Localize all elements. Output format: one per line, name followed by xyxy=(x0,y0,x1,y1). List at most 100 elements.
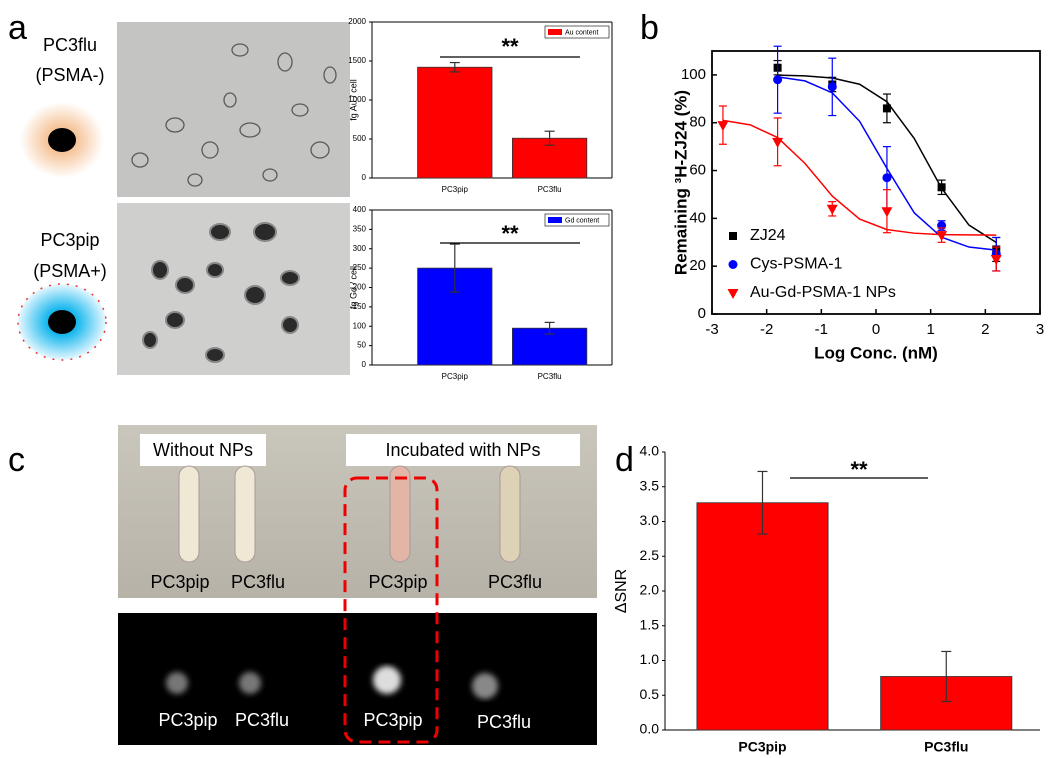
bar xyxy=(880,676,1013,731)
y-tick-label: 3.5 xyxy=(640,477,660,493)
x-tick-label: 2 xyxy=(981,321,989,338)
bar xyxy=(696,502,829,731)
y-axis-label: fg Gd / cell xyxy=(348,266,358,309)
y-tick-label: 50 xyxy=(357,341,366,350)
y-tick-label: 0 xyxy=(362,360,367,369)
mri-label: PC3pip xyxy=(158,710,217,730)
data-point xyxy=(717,121,729,132)
micrograph xyxy=(117,22,350,197)
legend-swatch xyxy=(548,217,562,223)
legend-label: Au-Gd-PSMA-1 NPs xyxy=(750,284,896,301)
x-tick-label: -2 xyxy=(760,321,773,338)
y-tick-label: 400 xyxy=(353,205,367,214)
y-tick-label: 0 xyxy=(362,173,367,182)
y-tick-label: 0.5 xyxy=(640,686,660,702)
bar xyxy=(417,66,493,179)
data-point xyxy=(826,204,838,215)
micrograph-cells xyxy=(142,222,300,363)
tube xyxy=(178,465,200,563)
x-tick-label: PC3pip xyxy=(442,372,469,381)
mri-label: PC3pip xyxy=(363,710,422,730)
data-point xyxy=(882,173,892,183)
data-point xyxy=(990,255,1002,266)
legend-label: ZJ24 xyxy=(750,227,786,244)
y-tick-label: 100 xyxy=(681,66,706,83)
plot-frame xyxy=(711,50,1041,315)
label-box xyxy=(140,434,266,466)
data-point xyxy=(937,183,946,192)
y-tick-label: 500 xyxy=(353,134,367,143)
x-tick-label: PC3pip xyxy=(738,739,786,755)
x-tick-label: 3 xyxy=(1036,321,1044,338)
data-point xyxy=(936,231,948,242)
highlight-box xyxy=(343,476,439,744)
y-tick-label: 60 xyxy=(689,162,706,179)
cell-name: PC3flu xyxy=(43,35,97,55)
y-tick-label: 0.0 xyxy=(640,721,660,737)
legend-label: Cys-PSMA-1 xyxy=(750,256,843,273)
y-tick-label: 150 xyxy=(353,302,367,311)
y-tick-label: 250 xyxy=(353,263,367,272)
y-tick-label: 200 xyxy=(353,283,367,292)
mri-image xyxy=(118,613,597,745)
tube-label: PC3pip xyxy=(368,572,427,592)
panel-label: a xyxy=(8,9,27,47)
tube-label: PC3flu xyxy=(231,572,285,592)
data-point xyxy=(773,75,783,85)
y-tick-label: 4.0 xyxy=(640,443,660,459)
y-tick-label: 350 xyxy=(353,224,367,233)
y-tick-label: 3.0 xyxy=(640,512,660,528)
x-tick-label: -3 xyxy=(705,321,718,338)
data-point xyxy=(827,82,837,92)
x-tick-label: -1 xyxy=(815,321,828,338)
legend-marker xyxy=(727,289,739,299)
cell-receptor: (PSMA-) xyxy=(36,65,105,85)
mri-spots xyxy=(166,666,498,699)
x-tick-label: PC3pip xyxy=(442,185,469,194)
y-tick-label: 40 xyxy=(689,209,706,226)
cell-name: PC3pip xyxy=(40,230,99,250)
cell-nucleus xyxy=(48,128,76,152)
panel-label: c xyxy=(8,441,25,479)
tube xyxy=(499,465,521,563)
y-tick-label: 1000 xyxy=(348,95,366,104)
data-point xyxy=(772,137,784,148)
y-tick-label: 1.0 xyxy=(640,651,660,667)
mri-label: PC3flu xyxy=(235,710,289,730)
tube xyxy=(389,465,411,563)
micrograph xyxy=(117,203,350,375)
legend-swatch xyxy=(548,29,562,35)
tube-label: PC3pip xyxy=(150,572,209,592)
y-tick-label: 2000 xyxy=(348,17,366,26)
panel-label: d xyxy=(615,441,634,479)
y-tick-label: 1.5 xyxy=(640,616,660,632)
cell-receptor: (PSMA+) xyxy=(33,261,107,281)
y-axis-label: ΔSNR xyxy=(613,569,630,613)
significance-label: ** xyxy=(501,221,519,246)
y-tick-label: 300 xyxy=(353,244,367,253)
legend-label: Au content xyxy=(565,29,599,36)
significance-label: ** xyxy=(501,34,519,59)
x-tick-label: PC3flu xyxy=(924,739,968,755)
tube-label: PC3flu xyxy=(488,572,542,592)
x-tick-label: PC3flu xyxy=(538,185,562,194)
y-tick-label: 2.0 xyxy=(640,582,660,598)
y-tick-label: 2.5 xyxy=(640,547,660,563)
x-tick-label: 0 xyxy=(872,321,880,338)
data-point xyxy=(882,104,891,113)
y-tick-label: 100 xyxy=(353,321,367,330)
x-axis-label: Log Conc. (nM) xyxy=(814,343,938,362)
x-tick-label: PC3flu xyxy=(538,372,562,381)
legend-marker xyxy=(728,260,738,269)
fit-curve xyxy=(722,119,997,236)
legend-marker xyxy=(729,232,737,240)
y-tick-label: 20 xyxy=(689,257,706,274)
y-tick-label: 80 xyxy=(689,114,706,131)
y-axis-label: fg Au / cell xyxy=(348,79,358,121)
tubes xyxy=(178,465,521,563)
y-axis-label: Remaining ³H-ZJ24 (%) xyxy=(671,90,690,275)
panel-label: b xyxy=(640,9,659,47)
tube xyxy=(234,465,256,563)
